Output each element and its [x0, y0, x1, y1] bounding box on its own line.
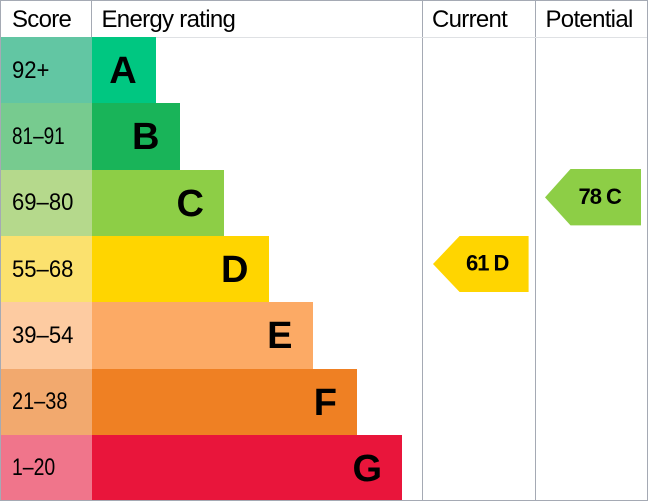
- svg-text:61 D: 61 D: [466, 250, 509, 275]
- svg-text:78 C: 78 C: [579, 184, 623, 209]
